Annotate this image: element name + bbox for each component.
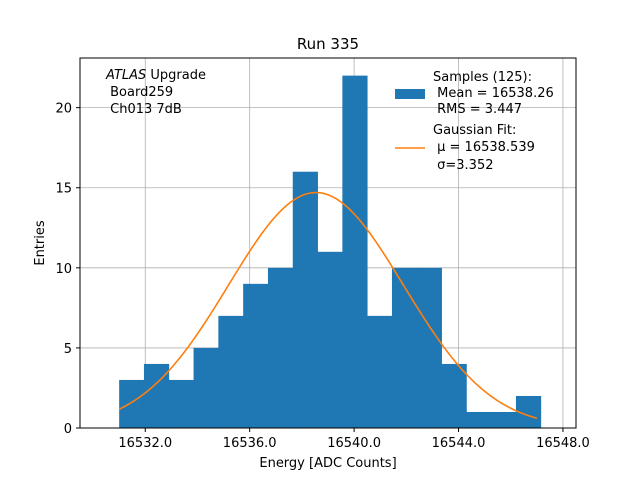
histogram-bar: [367, 315, 393, 428]
legend-fit-mu: μ = 16538.539: [433, 140, 535, 155]
x-tick-label: 16544.0: [432, 436, 486, 451]
annotation-line-1: ATLAS Upgrade: [105, 68, 206, 83]
legend-fit-sigma: σ=3.352: [433, 158, 493, 173]
histogram-bar: [416, 267, 442, 428]
x-axis-title: Energy [ADC Counts]: [259, 456, 396, 471]
annotation-atlas: ATLAS: [105, 68, 146, 83]
y-tick-label: 15: [55, 182, 72, 197]
x-axis-ticks: 16532.0 16536.0 16540.0 16544.0 16548.0: [118, 428, 590, 451]
histogram-bar: [491, 411, 517, 428]
gaussian-fit-line: [118, 191, 538, 420]
y-tick-label: 10: [55, 262, 72, 277]
x-tick-label: 16540.0: [327, 436, 381, 451]
histogram-bar: [243, 283, 269, 428]
x-tick-label: 16548.0: [536, 436, 590, 451]
annotation-line-3: Ch013 7dB: [106, 102, 182, 117]
histogram-bar: [168, 379, 194, 428]
legend-samples-header: Samples (125):: [433, 70, 532, 85]
y-tick-label: 0: [64, 422, 72, 437]
histogram-bar: [342, 75, 368, 428]
histogram-bar: [441, 363, 467, 428]
chart-title: Run 335: [297, 35, 359, 53]
legend-samples-rms: RMS = 3.447: [433, 102, 522, 117]
histogram-bar: [391, 267, 418, 428]
annotation-upgrade: Upgrade: [146, 68, 206, 83]
atlas-annotation: ATLAS Upgrade Board259 Ch013 7dB: [105, 68, 206, 117]
histogram-bar: [218, 315, 244, 428]
histogram-bar: [267, 267, 294, 428]
histogram-bars: [119, 75, 542, 428]
legend: Samples (125): Mean = 16538.26 RMS = 3.4…: [395, 70, 554, 173]
x-tick-label: 16536.0: [223, 436, 277, 451]
y-tick-label: 20: [55, 102, 72, 117]
y-axis-title: Entries: [33, 220, 48, 266]
histogram-bar: [119, 379, 145, 428]
annotation-line-2: Board259: [106, 85, 173, 100]
x-tick-label: 16532.0: [118, 436, 172, 451]
legend-samples-mean: Mean = 16538.26: [433, 86, 554, 101]
histogram-bar: [466, 411, 492, 428]
legend-fit-header: Gaussian Fit:: [433, 123, 516, 138]
y-tick-label: 5: [64, 342, 72, 357]
histogram-bar: [292, 171, 318, 428]
legend-samples-swatch: [395, 89, 425, 99]
histogram-bar: [193, 347, 219, 428]
histogram-bar: [317, 251, 343, 428]
axes-frame: [79, 57, 577, 429]
y-axis-ticks: 0 5 10 15 20: [55, 102, 80, 437]
